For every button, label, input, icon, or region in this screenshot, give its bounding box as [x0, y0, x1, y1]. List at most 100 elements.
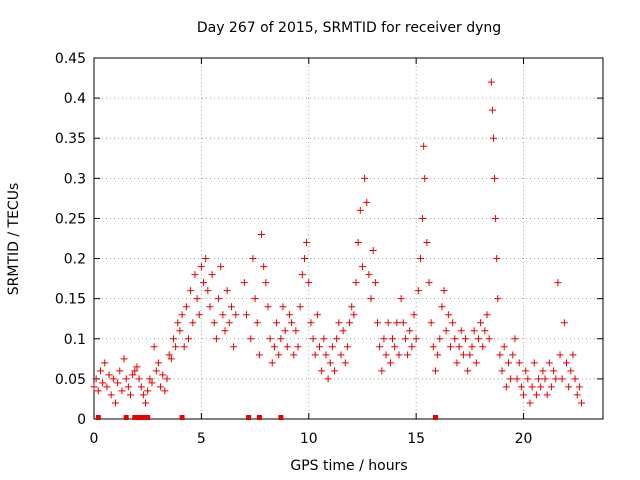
data-point [427, 319, 435, 327]
data-point [468, 343, 476, 351]
data-point [277, 335, 285, 343]
data-point [472, 359, 480, 367]
y-tick-label: 0 [77, 412, 86, 428]
data-point [264, 303, 272, 311]
y-axis-label: SRMTID / TECUs [6, 183, 22, 296]
data-point [322, 351, 330, 359]
data-point [524, 375, 532, 383]
data-point [505, 359, 513, 367]
data-point [562, 359, 570, 367]
bottom-marker [140, 415, 146, 420]
y-tick-label: 0.3 [64, 171, 86, 187]
data-point [240, 279, 248, 287]
data-point [150, 343, 158, 351]
data-point [515, 359, 523, 367]
data-point [462, 335, 470, 343]
data-point [569, 351, 577, 359]
data-point [148, 379, 156, 387]
data-point [423, 239, 431, 247]
data-point [397, 295, 405, 303]
data-point [247, 335, 255, 343]
x-tick-label: 5 [197, 431, 206, 447]
data-point [367, 295, 375, 303]
bottom-marker [136, 415, 142, 420]
data-point [391, 343, 399, 351]
data-point [193, 295, 201, 303]
data-point [187, 287, 195, 295]
data-point [481, 327, 489, 335]
data-point [180, 343, 188, 351]
data-point [131, 367, 139, 375]
data-point [208, 271, 216, 279]
data-point [258, 230, 266, 238]
data-point [120, 355, 128, 363]
data-point [526, 399, 534, 407]
data-point [305, 279, 313, 287]
data-point [320, 335, 328, 343]
data-point [204, 287, 212, 295]
data-point [118, 387, 126, 395]
data-point [165, 351, 173, 359]
data-point [116, 367, 124, 375]
data-point [251, 295, 259, 303]
data-point [219, 311, 227, 319]
data-point [296, 303, 304, 311]
y-tick-label: 0.45 [55, 51, 86, 67]
data-point [356, 206, 364, 214]
data-point [152, 367, 160, 375]
data-point [172, 343, 180, 351]
data-point [309, 335, 317, 343]
data-point [489, 134, 497, 142]
data-point [539, 367, 547, 375]
data-point [493, 255, 501, 263]
data-point [281, 327, 289, 335]
bottom-marker [246, 415, 252, 420]
data-point [266, 335, 274, 343]
data-point [541, 375, 549, 383]
data-point [457, 327, 465, 335]
data-point [127, 391, 135, 399]
data-point [253, 319, 261, 327]
data-point [268, 359, 276, 367]
data-point [429, 343, 437, 351]
data-point [376, 343, 384, 351]
data-point [487, 78, 495, 86]
data-point [378, 367, 386, 375]
data-point [369, 247, 377, 255]
data-point [255, 351, 263, 359]
data-point [182, 303, 190, 311]
data-point [288, 319, 296, 327]
data-point [466, 351, 474, 359]
data-point [105, 371, 113, 379]
data-point [341, 359, 349, 367]
data-point [195, 311, 203, 319]
data-point [135, 375, 143, 383]
data-point [530, 359, 538, 367]
data-point [144, 387, 152, 395]
data-point [326, 359, 334, 367]
data-point [273, 319, 281, 327]
y-tick-label: 0.35 [55, 131, 86, 147]
data-point [163, 375, 171, 383]
data-point [565, 383, 573, 391]
data-point [92, 375, 100, 383]
y-tick-label: 0.1 [64, 332, 86, 348]
data-point [189, 319, 197, 327]
data-point [550, 367, 558, 375]
data-point [328, 343, 336, 351]
data-point [348, 303, 356, 311]
data-point [365, 271, 373, 279]
data-point [537, 383, 545, 391]
data-point [221, 327, 229, 335]
data-point [333, 335, 341, 343]
data-point [571, 375, 579, 383]
y-tick-label: 0.15 [55, 292, 86, 308]
data-point [382, 351, 390, 359]
data-point [285, 311, 293, 319]
data-point [408, 343, 416, 351]
data-point [350, 311, 358, 319]
data-point [384, 319, 392, 327]
data-point [573, 391, 581, 399]
data-point [556, 351, 564, 359]
